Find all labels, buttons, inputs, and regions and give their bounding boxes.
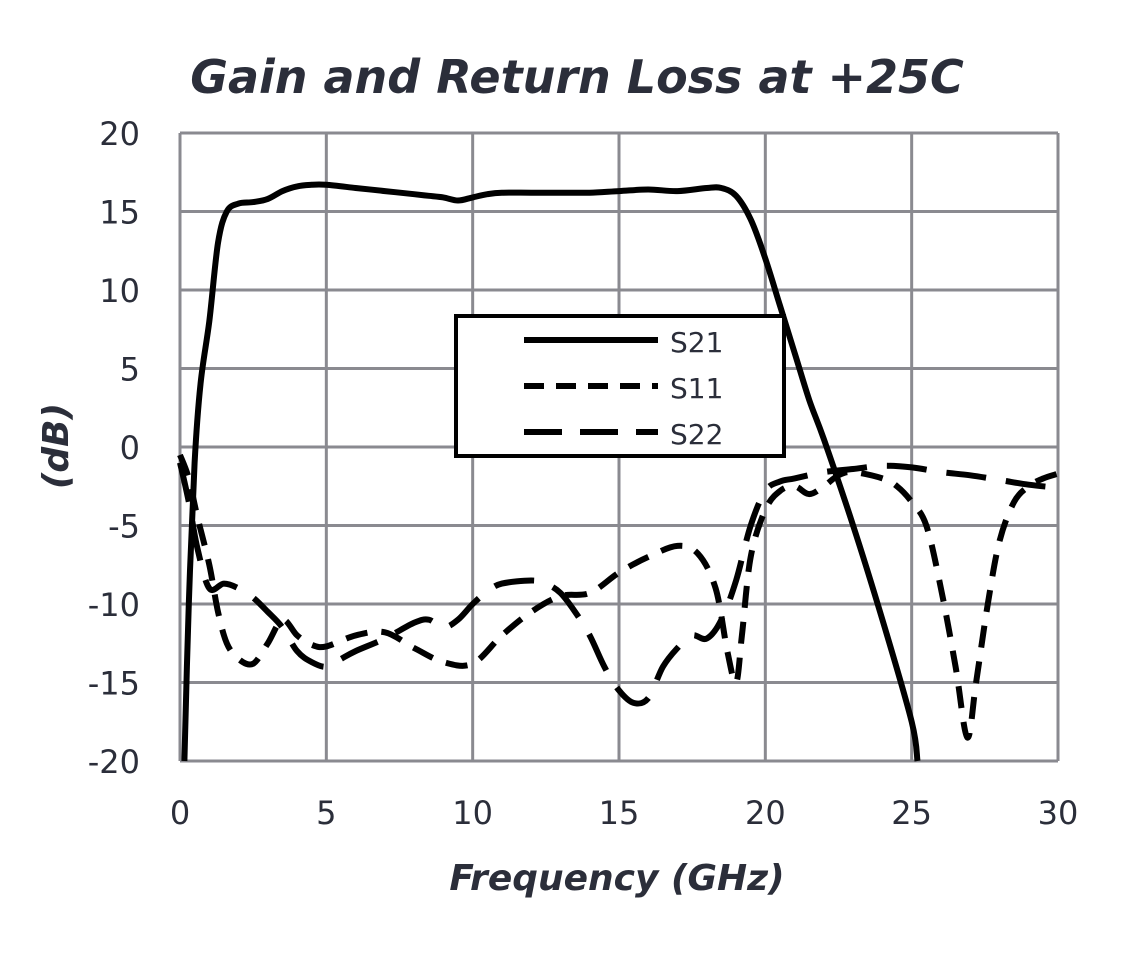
legend-label-s22: S22 <box>670 418 723 451</box>
plot-area <box>177 181 1059 762</box>
x-tick-label: 20 <box>745 794 786 832</box>
y-tick-label: 5 <box>120 351 140 389</box>
y-axis-label: (dB) <box>36 403 77 489</box>
x-tick-label: 25 <box>891 794 932 832</box>
series-line-s11 <box>177 453 1059 741</box>
y-tick-label: 15 <box>99 194 140 232</box>
y-tick-label: -5 <box>108 508 140 546</box>
x-tick-label: 10 <box>452 794 493 832</box>
series-line-s22 <box>177 462 1059 707</box>
chart-title: Gain and Return Loss at +25C <box>190 50 964 104</box>
x-axis-label: Frequency (GHz) <box>449 858 784 899</box>
x-tick-label: 5 <box>316 794 336 832</box>
x-tick-label: 30 <box>1038 794 1079 832</box>
x-axis-ticks: 0 5 10 15 20 25 30 <box>170 794 1079 832</box>
legend-label-s11: S11 <box>670 372 723 405</box>
y-tick-label: -10 <box>88 586 140 624</box>
legend-label-s21: S21 <box>670 326 723 359</box>
y-tick-label: 20 <box>99 115 140 153</box>
x-tick-label: 0 <box>170 794 190 832</box>
y-tick-label: -20 <box>88 743 140 781</box>
x-tick-label: 15 <box>599 794 640 832</box>
y-tick-label: -15 <box>88 665 140 703</box>
y-tick-label: 0 <box>120 429 140 467</box>
y-tick-label: 10 <box>99 272 140 310</box>
legend: S21 S11 S22 <box>454 314 786 458</box>
series-line-s21 <box>181 181 921 762</box>
y-axis-ticks: 20 15 10 5 0 -5 -10 -15 -20 <box>88 115 140 781</box>
